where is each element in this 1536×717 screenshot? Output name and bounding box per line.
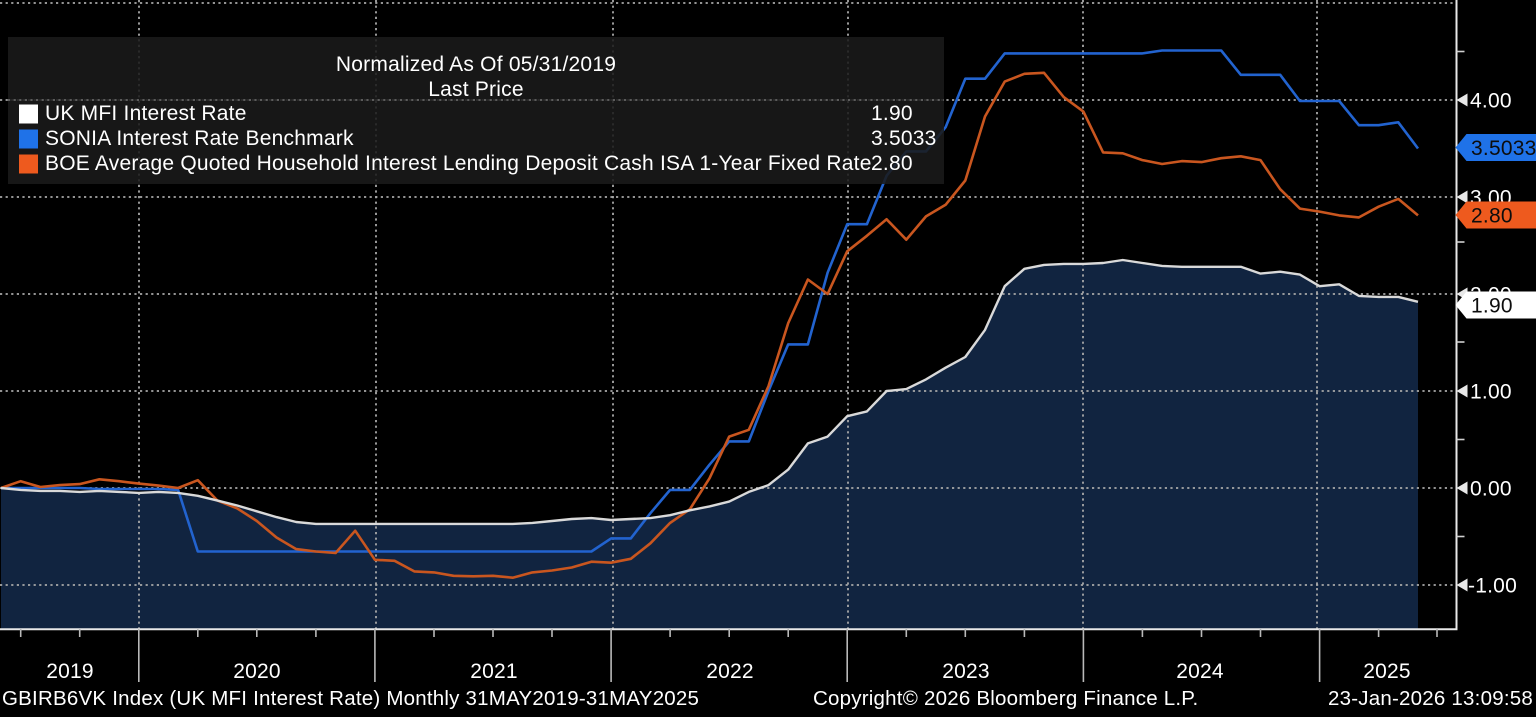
svg-text:23-Jan-2026 13:09:58: 23-Jan-2026 13:09:58 <box>1328 687 1533 710</box>
svg-text:-1.00: -1.00 <box>1468 575 1517 598</box>
svg-text:2021: 2021 <box>470 660 518 683</box>
svg-text:2.80: 2.80 <box>871 152 913 175</box>
svg-text:2020: 2020 <box>233 660 281 683</box>
svg-text:2019: 2019 <box>46 660 94 683</box>
svg-text:1.90: 1.90 <box>1471 295 1513 318</box>
svg-text:4.00: 4.00 <box>1470 90 1512 113</box>
svg-text:2025: 2025 <box>1363 660 1411 683</box>
svg-text:2022: 2022 <box>706 660 754 683</box>
svg-text:SONIA Interest Rate Benchmark: SONIA Interest Rate Benchmark <box>45 127 354 150</box>
svg-text:2023: 2023 <box>942 660 990 683</box>
svg-text:0.00: 0.00 <box>1470 478 1512 501</box>
svg-text:Last Price: Last Price <box>428 78 524 101</box>
svg-text:2.80: 2.80 <box>1471 205 1513 228</box>
svg-text:3.5033: 3.5033 <box>871 127 937 150</box>
svg-text:GBIRB6VK Index (UK MFI Interes: GBIRB6VK Index (UK MFI Interest Rate) Mo… <box>2 687 699 710</box>
svg-text:Copyright© 2026 Bloomberg Fina: Copyright© 2026 Bloomberg Finance L.P. <box>813 687 1198 710</box>
svg-text:BOE Average Quoted Household I: BOE Average Quoted Household Interest Le… <box>45 152 872 175</box>
svg-text:UK MFI Interest Rate: UK MFI Interest Rate <box>45 102 247 125</box>
svg-text:3.5033: 3.5033 <box>1471 137 1536 160</box>
svg-text:Normalized As Of 05/31/2019: Normalized As Of 05/31/2019 <box>336 53 616 76</box>
svg-text:1.00: 1.00 <box>1470 381 1512 404</box>
svg-text:1.90: 1.90 <box>871 102 913 125</box>
svg-text:2024: 2024 <box>1176 660 1224 683</box>
